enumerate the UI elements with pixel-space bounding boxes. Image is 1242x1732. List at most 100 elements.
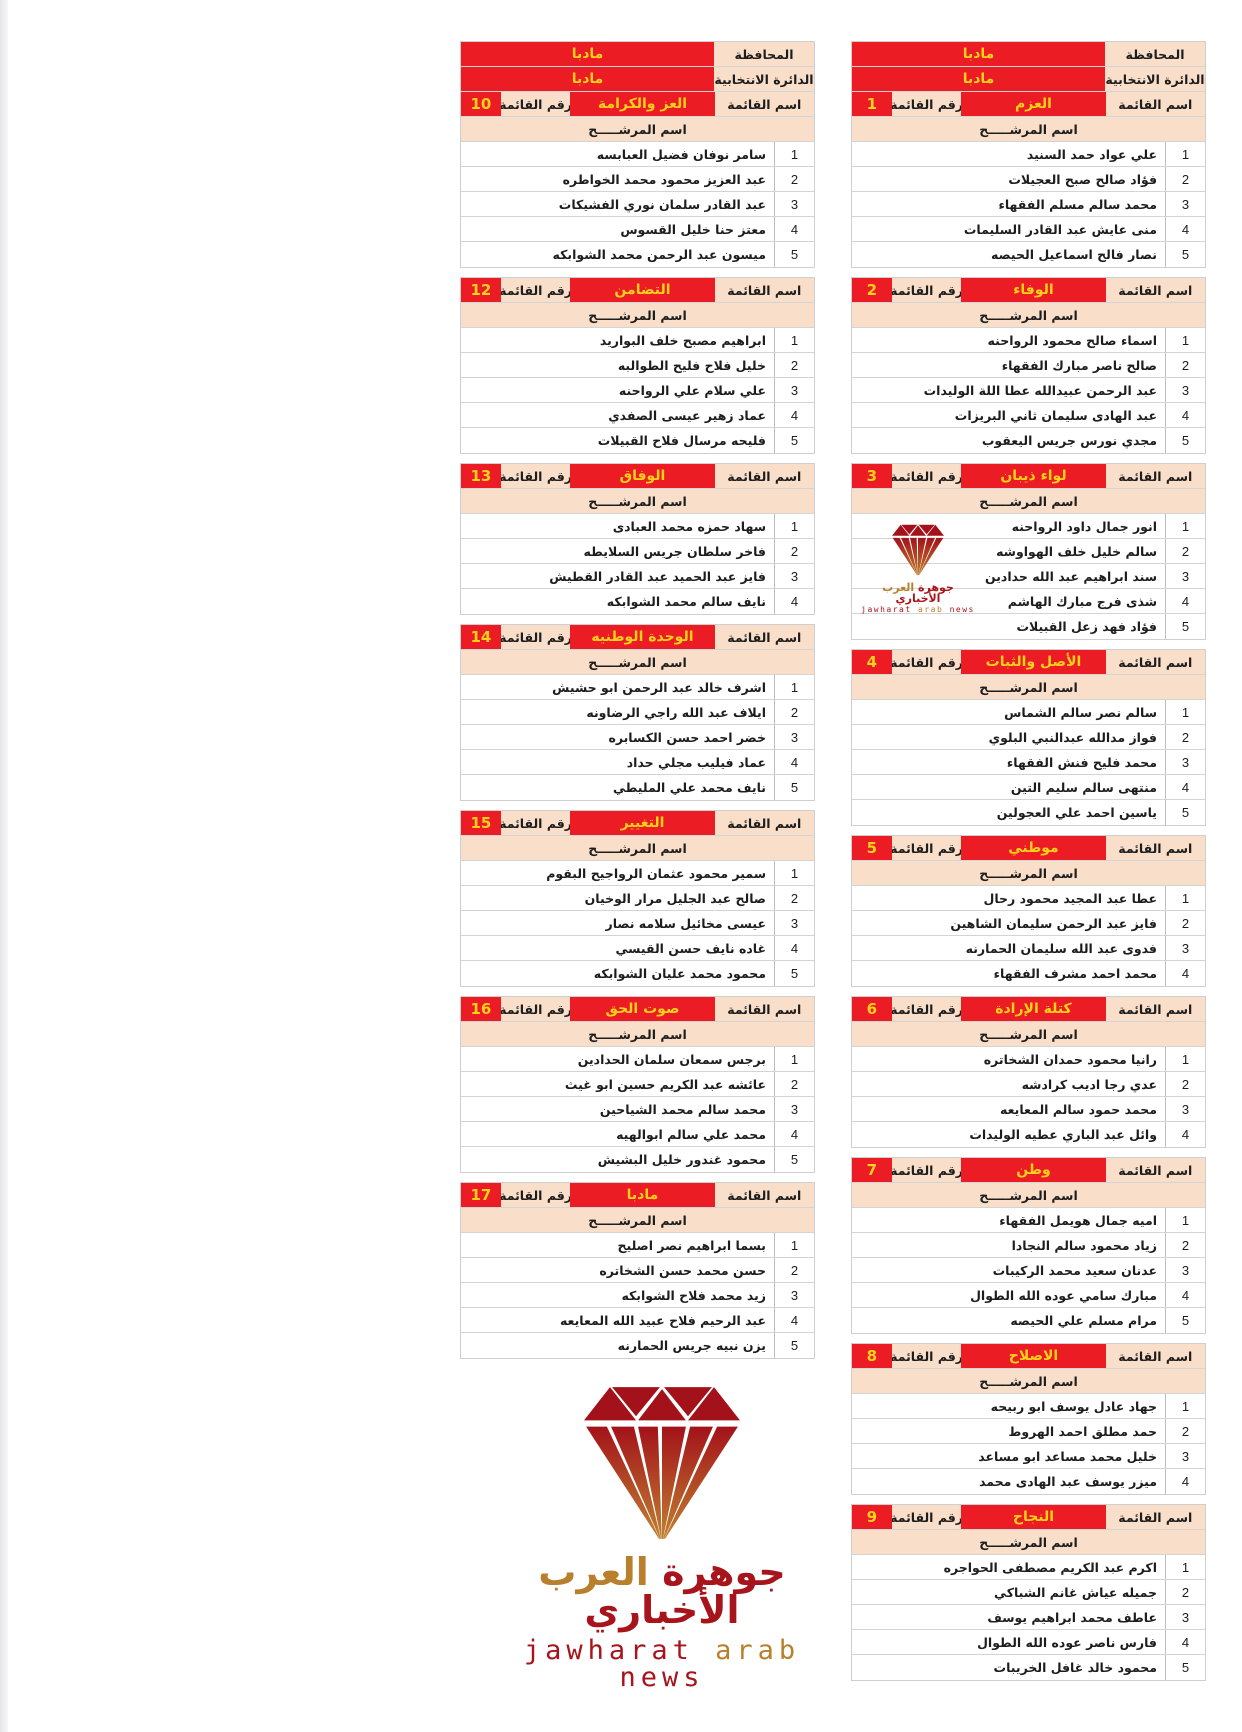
electoral-list-table: اسم القائمة الاصلاح رقم القائمة 8 اسم المرشـ… — [851, 1343, 1206, 1495]
list-name-label: اسم القائمة — [714, 1183, 814, 1207]
list-number: 14 — [460, 625, 501, 649]
candidate-rank: 5 — [774, 428, 814, 453]
candidate-row: 2 صالح عبد الجليل مرار الوخيان — [461, 886, 814, 911]
candidate-rank: 1 — [1165, 1555, 1205, 1579]
list-number-label: رقم القائمة — [500, 278, 571, 302]
candidate-row: 4 عماد زهير عيسى الصفدي — [461, 403, 814, 428]
candidate-name: محمد سالم محمد الشياحين — [599, 1101, 766, 1117]
candidate-row: 2 حسن محمد حسن الشخاتره — [461, 1258, 814, 1283]
candidate-rank: 5 — [1165, 1655, 1205, 1680]
candidate-header-row: اسم المرشـــــح — [461, 650, 814, 675]
candidate-row: 3 عاطف محمد ابراهيم يوسف — [852, 1605, 1205, 1630]
list-name-label: اسم القائمة — [1105, 278, 1205, 302]
candidate-name: وائل عبد الباري عطيه الوليدات — [969, 1127, 1157, 1142]
candidate-row: 1 جهاد عادل يوسف ابو ربيحه — [852, 1394, 1205, 1419]
list-name-label: اسم القائمة — [714, 92, 814, 116]
candidate-rank: 4 — [1165, 1630, 1205, 1654]
candidate-rank: 4 — [1165, 1283, 1205, 1307]
logo-arabic-text: جوهرة العرب الأخباري — [882, 581, 954, 605]
candidate-rank: 4 — [774, 750, 814, 774]
candidate-name: عماد فيليب مجلي حداد — [626, 754, 766, 770]
candidate-rank: 3 — [1165, 1605, 1205, 1629]
candidate-rank: 3 — [1165, 564, 1205, 588]
candidate-row: 2 حمد مطلق احمد الهروط — [852, 1419, 1205, 1444]
candidate-name: مجدي نورس جريس اليعقوب — [981, 433, 1157, 448]
list-name-label: اسم القائمة — [714, 278, 814, 302]
candidate-name: محمود خالد غافل الخريبات — [993, 1660, 1157, 1675]
candidate-name: مرام مسلم علي الحيصه — [1010, 1313, 1157, 1328]
candidate-name: عاطف محمد ابراهيم يوسف — [987, 1609, 1157, 1625]
candidate-name: فؤاد فهد زعل القبيلات — [1016, 619, 1157, 634]
candidate-name: عبد الرحمن عبيدالله عطا اللة الوليدات — [923, 382, 1157, 398]
candidate-row: 5 مجدي نورس جريس اليعقوب — [852, 428, 1205, 453]
candidate-name: عائشه عبد الكريم حسين ابو غيث — [564, 1076, 766, 1092]
list-number-label: رقم القائمة — [891, 92, 962, 116]
candidate-header: اسم المرشـــــح — [979, 679, 1078, 695]
candidate-header-row: اسم المرشـــــح — [461, 489, 814, 514]
list-name: الوفاء — [961, 278, 1106, 302]
diamond-ray — [918, 537, 944, 576]
list-number: 2 — [851, 278, 892, 302]
candidate-name: صالح ناصر مبارك الفقهاء — [1001, 357, 1157, 373]
candidate-rank: 4 — [774, 589, 814, 614]
candidate-row: 5 محمود خالد غافل الخريبات — [852, 1655, 1205, 1680]
candidate-name: منتهى سالم سليم التين — [1010, 779, 1157, 795]
candidate-name: محمد احمد مشرف الفقهاء — [993, 966, 1157, 981]
candidate-rank: 1 — [1165, 142, 1205, 166]
candidate-rank: 1 — [1165, 1394, 1205, 1418]
candidate-name: غاده نايف حسن القيسي — [615, 940, 766, 956]
list-number: 5 — [851, 836, 892, 860]
candidate-name: سالم نصر سالم الشماس — [1004, 704, 1157, 720]
candidate-row: 1 ابراهيم مصبح خلف البواريد — [461, 328, 814, 353]
candidate-rank: 4 — [774, 403, 814, 427]
candidate-row: 5 فؤاد فهد زعل القبيلات — [852, 614, 1205, 639]
candidate-row: 5 ميسون عبد الرحمن محمد الشوابكه — [461, 242, 814, 267]
list-number: 9 — [851, 1505, 892, 1529]
candidate-name: زياد محمود سالم النجادا — [1011, 1237, 1157, 1253]
candidate-rank: 5 — [1165, 800, 1205, 825]
list-header-row: اسم القائمة الأصل والثبات رقم القائمة 4 — [851, 650, 1205, 675]
candidate-rank: 2 — [774, 886, 814, 910]
candidate-rank: 3 — [1165, 936, 1205, 960]
candidate-rank: 4 — [1165, 961, 1205, 986]
diamond-ray — [892, 537, 918, 576]
candidate-rank: 2 — [1165, 167, 1205, 191]
candidate-row: 1 بسما ابراهيم نصر اصليح — [461, 1233, 814, 1258]
candidate-row: 4 منتهى سالم سليم التين — [852, 775, 1205, 800]
candidate-name: ميسون عبد الرحمن محمد الشوابكه — [552, 247, 766, 262]
candidate-header: اسم المرشـــــح — [979, 865, 1078, 881]
candidate-name: عبد العزيز محمود محمد الخواطره — [562, 171, 766, 187]
candidate-row: 3 خضر احمد حسن الكسابره — [461, 725, 814, 750]
diamond-ray — [662, 1426, 686, 1539]
candidate-rank: 1 — [1165, 1047, 1205, 1071]
list-number-label: رقم القائمة — [500, 464, 571, 488]
candidate-rank: 2 — [1165, 353, 1205, 377]
candidate-row: 4 عبد الرحيم فلاح عبيد الله المعايعه — [461, 1308, 814, 1333]
candidate-header-row: اسم المرشـــــح — [852, 1530, 1205, 1555]
candidate-name: اكرم عبد الكريم مصطفى الحواجره — [943, 1559, 1157, 1575]
candidate-row: 5 مرام مسلم علي الحيصه — [852, 1308, 1205, 1333]
candidate-header: اسم المرشـــــح — [588, 1026, 687, 1042]
candidate-row: 1 اشرف خالد عبد الرحمن ابو حشيش — [461, 675, 814, 700]
candidate-header-row: اسم المرشـــــح — [852, 303, 1205, 328]
diamond-ray — [586, 1426, 660, 1539]
diamond-icon — [584, 1387, 740, 1539]
diamond-icon — [892, 524, 944, 576]
candidate-name: زيد محمد فلاح الشوابكه — [621, 1287, 766, 1303]
diamond-facet — [584, 1387, 636, 1421]
candidate-row: 4 معتز حنا خليل القسوس — [461, 217, 814, 242]
list-header-row: اسم القائمة الوفاق رقم القائمة 13 — [460, 464, 814, 489]
candidate-rank: 5 — [1165, 1308, 1205, 1333]
candidate-rank: 3 — [774, 378, 814, 402]
candidate-row: 2 عائشه عبد الكريم حسين ابو غيث — [461, 1072, 814, 1097]
candidate-rank: 1 — [774, 1233, 814, 1257]
candidate-header: اسم المرشـــــح — [979, 1187, 1078, 1203]
electoral-list-table: اسم القائمة الوحدة الوطنيه رقم القائمة 14 اس… — [460, 624, 815, 801]
candidate-name: اشرف خالد عبد الرحمن ابو حشيش — [552, 679, 766, 695]
candidate-name: فاخر سلطان جريس السلايطه — [583, 543, 766, 559]
list-number: 8 — [851, 1344, 892, 1368]
candidate-name: محمود غندور خليل البشيش — [597, 1152, 766, 1167]
candidate-row: 1 سامر نوفان فضيل العبابسه — [461, 142, 814, 167]
electoral-list-table: المحافظة مادبا الدائرة الانتخابية مادبا اسم … — [851, 41, 1206, 268]
candidate-row: 4 منى عايش عبد القادر السليمات — [852, 217, 1205, 242]
